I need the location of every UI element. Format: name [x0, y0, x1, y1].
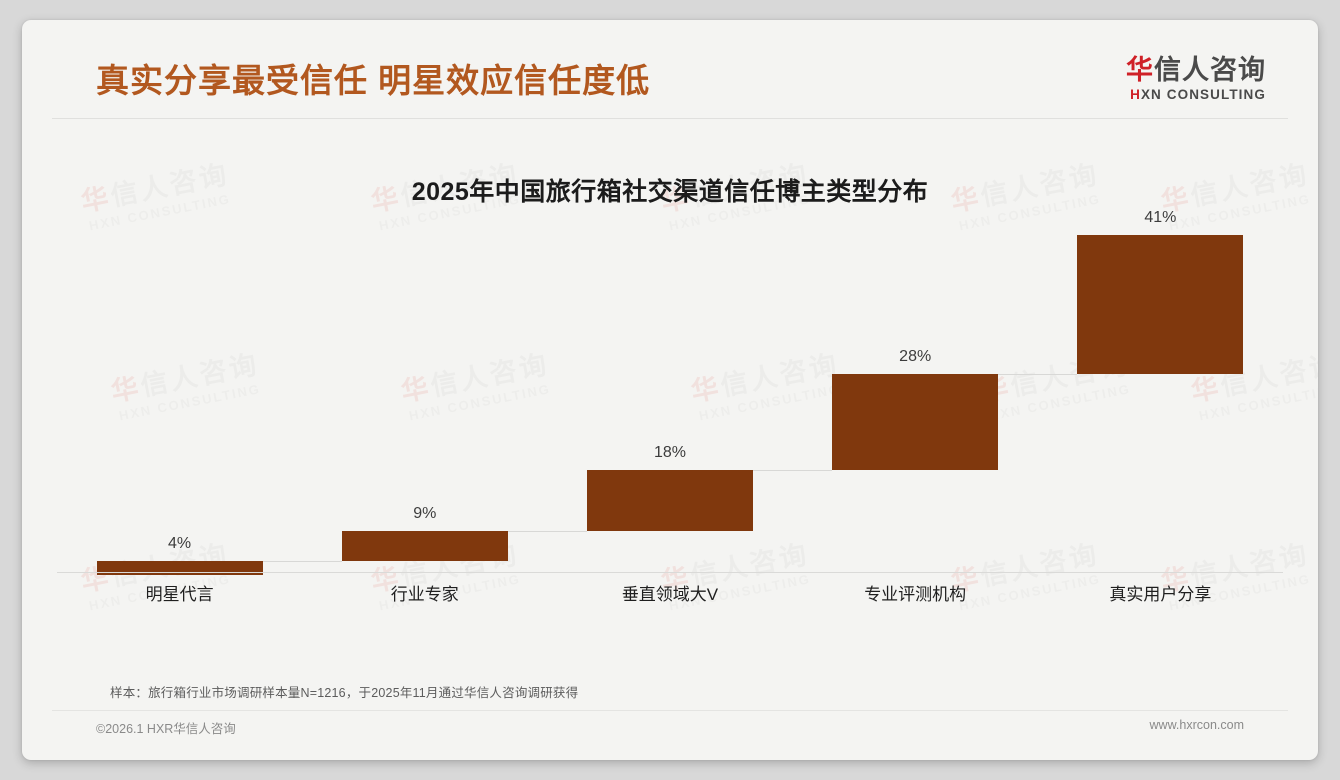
chart-bar [96, 561, 263, 575]
copyright-text: ©2026.1 HXR华信人咨询 [96, 722, 236, 736]
bar-value-label: 28% [899, 348, 932, 366]
category-label: 明星代言 [145, 585, 214, 604]
brand-logo: 华信人咨询 HXN CONSULTING [1126, 56, 1266, 103]
chart-plot-area: 4% 9% 18% 28% 41% [57, 209, 1283, 575]
slide-footer: ©2026.1 HXR华信人咨询 www.hxrcon.com [22, 718, 1318, 748]
bar-value-label: 18% [653, 443, 687, 461]
footer-divider [52, 710, 1288, 711]
chart-footnote: 样本：旅行箱行业市场调研样本量N=1216，于2025年11月通过华信人咨询调研… [110, 686, 579, 700]
logo-en-rest: XN CONSULTING [1140, 87, 1266, 103]
page-title: 真实分享最受信任 明星效应信任度低 [96, 62, 651, 99]
chart-bar [832, 374, 999, 470]
website-url: www.hxrcon.com [1149, 718, 1244, 732]
waterfall-connector [262, 561, 342, 563]
waterfall-connector [507, 530, 587, 532]
slide: 华信人咨询 HXN CONSULTING 华信人咨询 HXN CONSULTING 华信… [22, 20, 1318, 760]
logo-english: HXN CONSULTING [1126, 87, 1266, 102]
logo-cn-red: 华 [1126, 55, 1154, 85]
logo-cn-gray: 信人咨询 [1154, 55, 1266, 85]
chart-baseline-axis [57, 572, 1283, 573]
waterfall-connector [998, 374, 1078, 376]
bar-value-label: 4% [168, 535, 192, 553]
category-label: 垂直领域大V [621, 585, 719, 604]
category-label: 行业专家 [390, 585, 459, 604]
chart-bar [1077, 235, 1244, 375]
logo-chinese: 华信人咨询 [1126, 56, 1266, 84]
category-label: 真实用户分享 [1109, 585, 1212, 604]
logo-en-red: H [1130, 87, 1141, 103]
bar-value-label: 9% [413, 504, 437, 522]
chart-bar [341, 530, 508, 562]
header-divider [52, 118, 1288, 119]
waterfall-connector [753, 469, 833, 471]
chart-bar [587, 469, 753, 531]
chart-title: 2025年中国旅行箱社交渠道信任博主类型分布 [411, 178, 929, 206]
bar-value-label: 41% [1144, 209, 1177, 226]
category-label: 专业评测机构 [864, 585, 967, 604]
slide-header: 真实分享最受信任 明星效应信任度低 华信人咨询 HXN CONSULTING [22, 20, 1318, 118]
